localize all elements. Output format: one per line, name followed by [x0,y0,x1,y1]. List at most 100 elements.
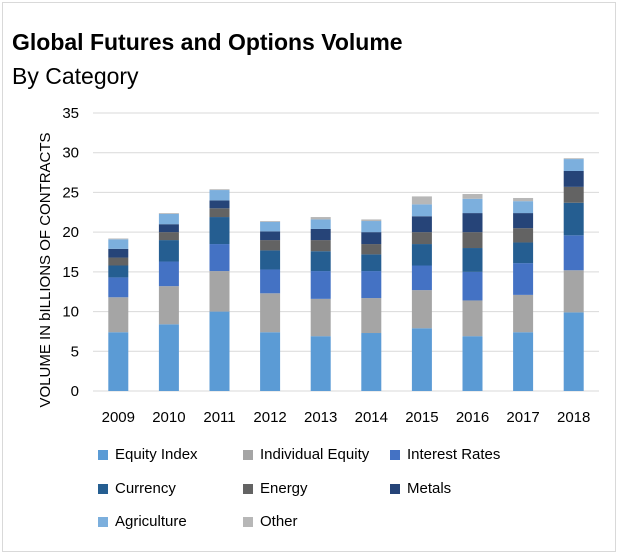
bar-segment-agriculture [310,219,331,229]
bar-segment-individual-equity [260,293,281,333]
bar-segment-energy [310,240,331,252]
x-tick-label: 2010 [152,409,185,426]
legend-label: Agriculture [115,513,187,530]
bar-segment-other [158,213,179,214]
bar-segment-currency [310,251,331,272]
legend-label: Equity Index [115,446,198,463]
legend-item: Agriculture [98,513,187,530]
legend-label: Currency [115,480,176,497]
bar-segment-interest-rates [513,263,534,295]
bar-segment-agriculture [563,159,584,171]
bar-segment-individual-equity [462,300,483,337]
legend-swatch [98,449,108,460]
bar-segment-metals [158,224,179,233]
bar-segment-individual-equity [310,298,331,337]
legend-item: Metals [390,480,451,497]
bar-segment-agriculture [462,198,483,214]
bar-segment-individual-equity [361,298,382,334]
bar-segment-energy [513,228,534,243]
bar-segment-interest-rates [563,235,584,271]
legend-label: Interest Rates [407,446,501,463]
bar-segment-energy [462,232,483,249]
bar-segment-agriculture [108,239,129,249]
bar-segment-equity-index [310,336,331,391]
bar-segment-interest-rates [108,277,129,298]
bar-segment-interest-rates [209,244,230,272]
plot-area: 0 5 10 15 20 25 30 35 2009 2010 2011 2012 2013 2014 20… [37,105,599,426]
legend-label: Individual Equity [260,446,370,463]
y-tick-label: 0 [71,383,79,400]
bar-segment-other [260,221,281,222]
bar-segment-other [310,217,331,220]
legend-label: Other [260,513,298,530]
bar-segment-interest-rates [158,261,179,287]
legend-item: Other [243,513,298,530]
legend-swatch [243,516,253,527]
x-tick-label: 2015 [405,409,438,426]
bar-segment-equity-index [209,311,230,391]
bar-segment-currency [209,217,230,245]
bar-segment-equity-index [513,332,534,391]
bar-segment-other [462,194,483,199]
bar-segment-other [563,158,584,160]
bar-segment-metals [361,232,382,245]
legend-swatch [390,449,400,460]
legend-swatch [98,516,108,527]
bar-segment-currency [158,240,179,262]
bar-segment-currency [108,265,129,278]
bar-segment-equity-index [411,328,432,391]
legend-label: Metals [407,480,452,497]
bar-segment-other [513,197,534,202]
y-tick-label: 10 [62,304,79,321]
bar-segment-equity-index [361,333,382,391]
bar-segment-individual-equity [513,294,534,333]
y-tick-label: 20 [62,224,79,241]
bar-segment-agriculture [158,213,179,225]
bar-segment-currency [260,250,281,270]
bar-segment-metals [108,248,129,258]
bar-segment-interest-rates [260,269,281,294]
bar-segment-other [411,196,432,205]
bar-segment-other [108,238,129,240]
x-tick-label: 2009 [102,409,135,426]
legend-item: Currency [98,480,176,497]
bar-segment-interest-rates [361,271,382,299]
legend-item: Individual Equity [243,446,369,463]
bar-segment-metals [209,200,230,209]
x-tick-label: 2016 [456,409,489,426]
bar-segment-agriculture [209,190,230,201]
bar-segment-other [209,189,230,191]
bar-segment-currency [462,248,483,272]
bar-segment-individual-equity [209,271,230,312]
y-tick-label: 25 [62,184,79,201]
bar-segment-energy [158,232,179,241]
y-tick-label: 30 [62,145,79,162]
bar-segment-energy [209,208,230,218]
bar-segment-equity-index [158,324,179,391]
legend-swatch [98,483,108,494]
bar-segment-metals [411,216,432,233]
bar-segment-equity-index [108,332,129,391]
bar-segment-currency [361,254,382,272]
bar-segment-metals [462,213,483,233]
bar-segment-currency [513,242,534,264]
bar-segment-agriculture [513,201,534,214]
legend-item: Equity Index [98,446,198,463]
bar-segment-energy [108,257,129,266]
bar-segment-equity-index [260,332,281,391]
x-tick-label: 2012 [253,409,286,426]
y-tick-label: 35 [62,105,79,122]
bar-segment-individual-equity [563,270,584,313]
legend-swatch [243,449,253,460]
bar-segment-metals [563,170,584,187]
legend-label: Energy [260,480,308,497]
y-tick-label: 5 [71,343,79,360]
legend-swatch [243,483,253,494]
bar-segment-energy [361,244,382,255]
y-tick-label: 15 [62,264,79,281]
bar-segment-energy [260,240,281,251]
bar-segment-individual-equity [158,286,179,325]
x-tick-label: 2014 [355,409,388,426]
x-tick-label: 2018 [557,409,590,426]
